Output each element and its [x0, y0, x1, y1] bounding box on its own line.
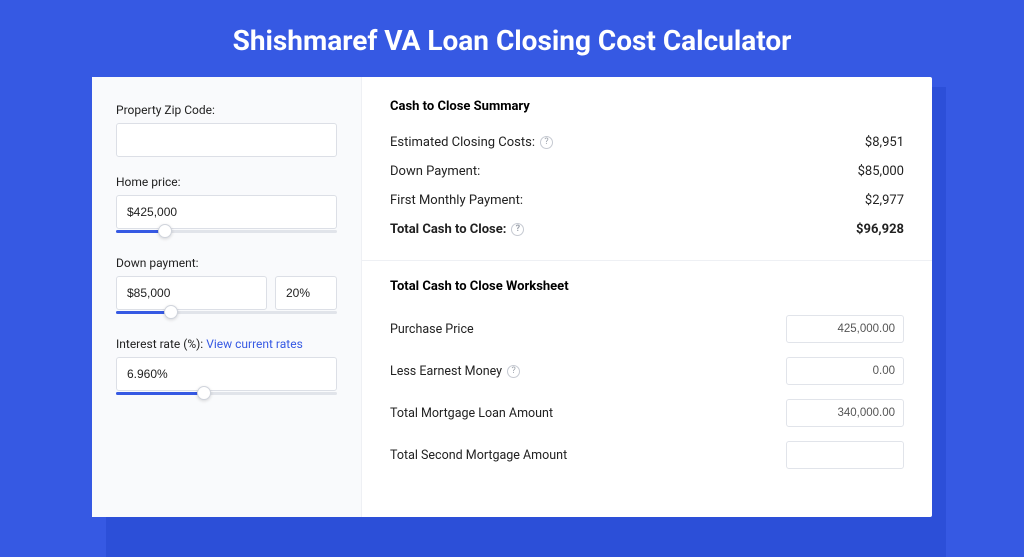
worksheet-label: Purchase Price: [390, 322, 474, 337]
summary-row-down-payment: Down Payment: $85,000: [390, 157, 904, 186]
summary-value: $8,951: [865, 135, 904, 150]
interest-rate-label-text: Interest rate (%):: [116, 337, 206, 351]
help-icon[interactable]: ?: [540, 136, 553, 149]
input-panel: Property Zip Code: Home price: Down paym…: [92, 77, 362, 517]
zip-label: Property Zip Code:: [116, 103, 337, 117]
down-payment-amount-input[interactable]: [116, 276, 267, 310]
worksheet-row-earnest-money: Less Earnest Money ?: [390, 350, 904, 392]
field-zip: Property Zip Code:: [116, 103, 337, 157]
worksheet-row-purchase-price: Purchase Price: [390, 308, 904, 350]
zip-input[interactable]: [116, 123, 337, 157]
worksheet-label: Total Second Mortgage Amount: [390, 448, 567, 463]
results-panel: Cash to Close Summary Estimated Closing …: [362, 77, 932, 517]
page-title: Shishmaref VA Loan Closing Cost Calculat…: [0, 0, 1024, 77]
worksheet-title: Total Cash to Close Worksheet: [390, 279, 904, 294]
view-rates-link[interactable]: View current rates: [206, 337, 303, 351]
home-price-input[interactable]: [116, 195, 337, 229]
summary-label: Estimated Closing Costs:: [390, 135, 535, 150]
summary-total-label: Total Cash to Close:: [390, 222, 506, 237]
worksheet-row-mortgage-amount: Total Mortgage Loan Amount: [390, 392, 904, 434]
field-down-payment: Down payment:: [116, 256, 337, 319]
divider: [362, 260, 932, 261]
summary-title: Cash to Close Summary: [390, 99, 904, 114]
worksheet-label: Less Earnest Money: [390, 364, 502, 379]
help-icon[interactable]: ?: [511, 223, 524, 236]
down-payment-slider[interactable]: [116, 309, 337, 319]
summary-value: $2,977: [865, 193, 904, 208]
worksheet-label: Total Mortgage Loan Amount: [390, 406, 553, 421]
summary-label: Down Payment:: [390, 164, 480, 179]
summary-label: First Monthly Payment:: [390, 193, 523, 208]
calculator-card: Property Zip Code: Home price: Down paym…: [92, 77, 932, 517]
worksheet-input[interactable]: [786, 357, 904, 385]
down-payment-pct-input[interactable]: [275, 276, 337, 310]
summary-total-value: $96,928: [856, 222, 904, 237]
summary-value: $85,000: [858, 164, 904, 179]
worksheet-input[interactable]: [786, 315, 904, 343]
summary-row-total: Total Cash to Close: ? $96,928: [390, 215, 904, 244]
interest-rate-slider[interactable]: [116, 390, 337, 400]
interest-rate-input[interactable]: [116, 357, 337, 391]
help-icon[interactable]: ?: [507, 365, 520, 378]
field-home-price: Home price:: [116, 175, 337, 238]
field-interest-rate: Interest rate (%): View current rates: [116, 337, 337, 400]
summary-row-first-payment: First Monthly Payment: $2,977: [390, 186, 904, 215]
summary-row-closing-costs: Estimated Closing Costs: ? $8,951: [390, 128, 904, 157]
worksheet-input[interactable]: [786, 399, 904, 427]
worksheet-row-second-mortgage: Total Second Mortgage Amount: [390, 434, 904, 476]
worksheet-input[interactable]: [786, 441, 904, 469]
down-payment-label: Down payment:: [116, 256, 337, 270]
interest-rate-label: Interest rate (%): View current rates: [116, 337, 337, 351]
home-price-label: Home price:: [116, 175, 337, 189]
home-price-slider[interactable]: [116, 228, 337, 238]
